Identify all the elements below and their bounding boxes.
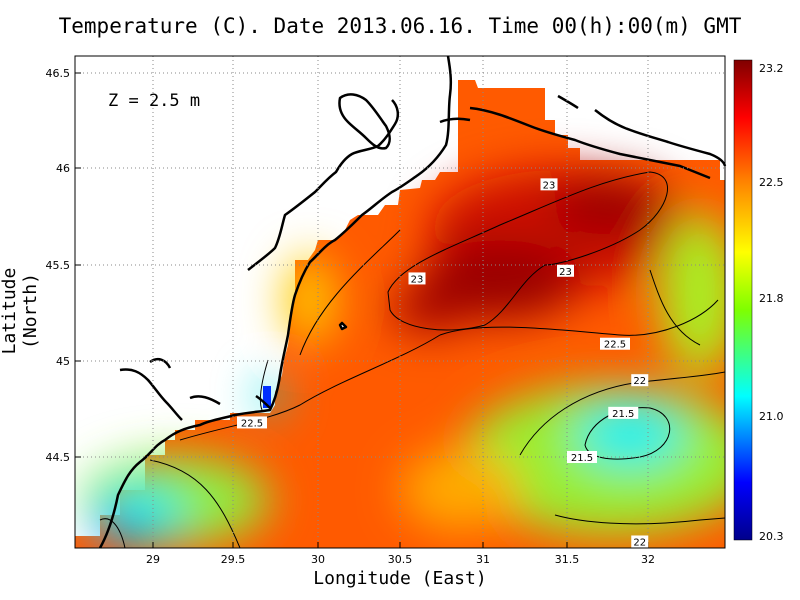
contour-label-bg bbox=[557, 264, 574, 277]
colorbar-tick-labels: 23.2 22.5 21.8 21.0 20.3 bbox=[759, 62, 784, 543]
contour-label: 22.5 bbox=[241, 418, 263, 429]
x-tick-label: 32 bbox=[641, 553, 655, 566]
x-tick-label: 30.5 bbox=[388, 553, 413, 566]
contour-label-bg bbox=[631, 374, 649, 387]
chart-title: Temperature (C). Date 2013.06.16. Time 0… bbox=[58, 14, 742, 38]
contour-lines bbox=[99, 171, 725, 548]
x-axis-label: Longitude (East) bbox=[313, 568, 487, 589]
coastline bbox=[98, 55, 727, 549]
contour-label: 21.5 bbox=[571, 453, 593, 464]
colorbar-tick-label: 23.2 bbox=[759, 62, 784, 75]
contour-label: 22 bbox=[633, 376, 646, 387]
contour-label: 23 bbox=[543, 180, 556, 191]
y-tick-label: 44.5 bbox=[46, 451, 71, 464]
contour-label: 22 bbox=[633, 537, 646, 548]
colorbar-tick-label: 22.5 bbox=[759, 176, 784, 189]
y-tick-label: 46.5 bbox=[46, 67, 71, 80]
x-tick-label: 31.5 bbox=[555, 553, 580, 566]
colorbar-tick-label: 20.3 bbox=[759, 530, 784, 543]
depth-label: Z = 2.5 m bbox=[108, 91, 200, 111]
x-tick-label: 29 bbox=[146, 553, 160, 566]
y-tick-label: 45 bbox=[56, 355, 70, 368]
y-tick-label: 46 bbox=[56, 162, 70, 175]
temperature-field bbox=[75, 80, 725, 548]
y-tick-labels: 44.5 45 45.5 46 46.5 bbox=[46, 67, 71, 464]
x-tick-label: 30 bbox=[311, 553, 325, 566]
contour-label-bg bbox=[540, 178, 558, 191]
contour-label: 22.5 bbox=[604, 340, 626, 351]
contour-label: 23 bbox=[411, 274, 424, 285]
contour-labels: 23 23 23 22.5 22.5 22 21.5 21.5 22 bbox=[237, 178, 649, 548]
contour-label-bg bbox=[567, 451, 597, 463]
x-tick-label: 29.5 bbox=[221, 553, 246, 566]
colorbar bbox=[733, 59, 753, 541]
contour-label-bg bbox=[237, 416, 267, 429]
y-axis-label: Latitude (North) bbox=[0, 267, 41, 355]
contour-label-bg bbox=[631, 535, 649, 548]
colorbar-tick-label: 21.8 bbox=[759, 292, 784, 305]
y-tick-label: 45.5 bbox=[46, 259, 71, 272]
contour-label-bg bbox=[408, 272, 426, 285]
contour-label: 21.5 bbox=[612, 409, 634, 420]
colorbar-tick-label: 21.0 bbox=[759, 410, 784, 423]
contour-label: 23 bbox=[559, 267, 572, 278]
x-tick-labels: 29 29.5 30 30.5 31 31.5 32 bbox=[146, 553, 655, 566]
contour-label-bg bbox=[608, 406, 639, 419]
contour-label-bg bbox=[600, 337, 630, 350]
x-tick-label: 31 bbox=[476, 553, 490, 566]
grid-lines bbox=[75, 56, 725, 548]
